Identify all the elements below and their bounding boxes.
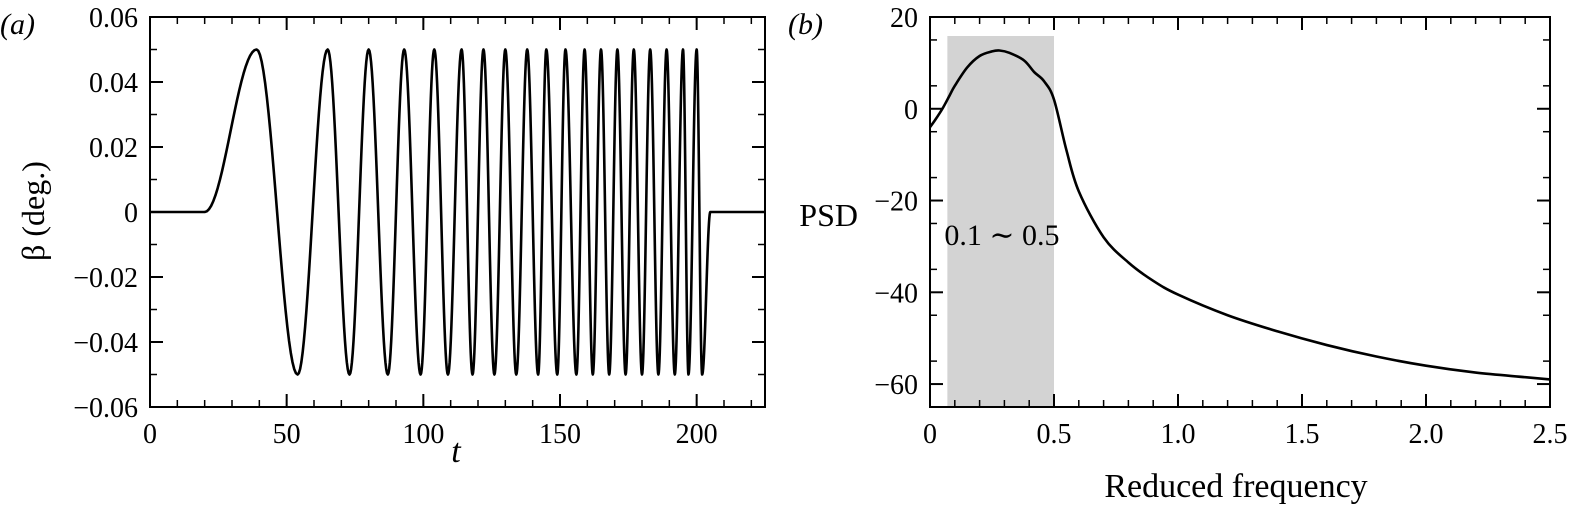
x-tick-label: 1.0 bbox=[1161, 419, 1196, 450]
x-tick-label: 200 bbox=[676, 419, 718, 450]
x-tick-label: 2.0 bbox=[1409, 419, 1444, 450]
x-tick-label: 100 bbox=[402, 419, 444, 450]
y-tick-label: 0.02 bbox=[89, 133, 138, 164]
y-tick-label: 0.04 bbox=[89, 68, 138, 99]
panel-a-ticks: 0 50 100 150 200 −0.06 −0.04 −0.02 0 0.02 0.04 0.06 bbox=[73, 3, 765, 450]
y-tick-label: −20 bbox=[874, 187, 918, 218]
panel-b-band-label: 0.1 ∼ 0.5 bbox=[944, 219, 1059, 252]
y-tick-label: −0.02 bbox=[73, 263, 138, 294]
panel-a-xlabel: t bbox=[451, 433, 462, 470]
y-tick-label: 0 bbox=[904, 95, 918, 126]
y-tick-label: 20 bbox=[890, 3, 918, 34]
panel-a-ylabel: β (deg.) bbox=[15, 161, 51, 261]
x-tick-label: 150 bbox=[539, 419, 581, 450]
panel-b-ticks: 0 0.5 1.0 1.5 2.0 2.5 −60 −40 −20 0 20 bbox=[874, 3, 1567, 450]
shaded-band bbox=[947, 36, 1054, 407]
x-tick-label: 0 bbox=[143, 419, 157, 450]
series-line-psd bbox=[928, 49, 1551, 381]
y-tick-label: −40 bbox=[874, 278, 918, 309]
x-tick-label: 1.5 bbox=[1285, 419, 1320, 450]
panel-b-label: (b) bbox=[788, 8, 823, 41]
panel-b-xlabel: Reduced frequency bbox=[1104, 468, 1367, 505]
panel-b-plot-area bbox=[928, 16, 1551, 408]
x-tick-label: 50 bbox=[273, 419, 301, 450]
y-tick-label: 0 bbox=[124, 198, 138, 229]
panel-b-ylabel: PSD bbox=[799, 197, 858, 233]
series-line-beta bbox=[150, 48, 765, 376]
y-tick-label: −0.04 bbox=[73, 328, 138, 359]
panel-b: (b) 0 0.5 1.0 1.5 2.0 2.5 −60 −40 −20 0 20 0.1 ∼ 0… bbox=[788, 3, 1568, 505]
panel-a: (a) 0 50 100 150 200 −0.06 −0.04 −0.02 0 0.02 0.04… bbox=[0, 3, 766, 470]
axes-frame bbox=[929, 16, 1551, 408]
y-tick-label: −0.06 bbox=[73, 393, 138, 424]
y-tick-label: 0.06 bbox=[89, 3, 138, 34]
panel-a-label: (a) bbox=[0, 8, 35, 41]
y-tick-label: −60 bbox=[874, 370, 918, 401]
x-tick-label: 0 bbox=[923, 419, 937, 450]
x-tick-label: 0.5 bbox=[1037, 419, 1072, 450]
panel-a-plot-area bbox=[149, 16, 766, 408]
x-tick-label: 2.5 bbox=[1533, 419, 1568, 450]
